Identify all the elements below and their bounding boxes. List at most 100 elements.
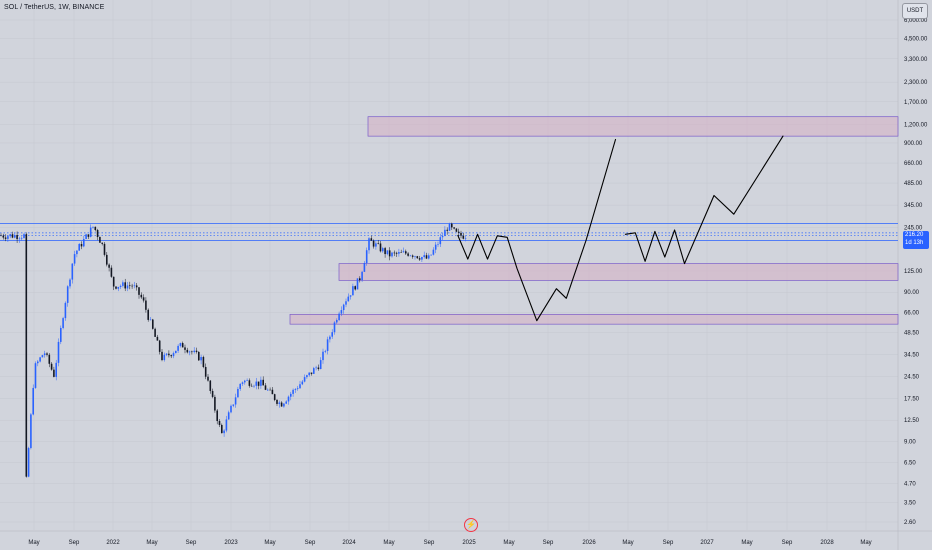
candle-body <box>255 381 258 386</box>
projection-path-2 <box>624 135 784 265</box>
candle-body <box>179 343 182 346</box>
candle-body <box>253 385 255 387</box>
y-tick-label: 34.50 <box>904 352 920 358</box>
candle-body <box>262 379 264 386</box>
candle-body <box>315 367 317 369</box>
candle-body <box>4 237 7 239</box>
candle-body <box>80 244 83 247</box>
candle-body <box>149 319 152 321</box>
candle-body <box>34 363 37 388</box>
candle-body <box>260 379 262 386</box>
candle-body <box>267 389 269 391</box>
currency-button[interactable]: USDT <box>902 3 928 19</box>
candle-body <box>99 237 101 243</box>
y-tick-label: 2.60 <box>904 520 916 526</box>
candle-body <box>448 223 451 231</box>
candle-body <box>140 294 143 298</box>
projection-path-1 <box>457 138 617 322</box>
tradingview-flash-icon[interactable]: ⚡ <box>464 518 478 532</box>
candle-body <box>2 235 5 238</box>
candle-body <box>32 387 34 415</box>
bar-countdown: 1d 13h <box>905 240 924 246</box>
candle-body <box>16 235 18 240</box>
x-tick-label: Sep <box>663 540 674 546</box>
candle-body <box>87 234 90 237</box>
candle-body <box>414 256 416 257</box>
x-tick-label: May <box>503 540 514 546</box>
y-tick-label: 17.50 <box>904 396 920 402</box>
candle-body <box>434 244 437 250</box>
candle-body <box>370 238 373 241</box>
candle-body <box>349 295 352 297</box>
candle-body <box>138 287 140 295</box>
y-tick-label: 6,000.00 <box>904 18 928 24</box>
candle-body <box>43 353 46 356</box>
candle-body <box>41 355 44 358</box>
x-tick-label: May <box>264 540 275 546</box>
candle-body <box>285 401 287 404</box>
candle-body <box>135 285 138 288</box>
candle-body <box>227 412 230 420</box>
candle-body <box>154 328 156 337</box>
y-tick-label: 9.00 <box>904 440 916 446</box>
candle-body <box>18 238 21 240</box>
candle-body <box>331 332 333 337</box>
y-tick-label: 125.00 <box>904 269 923 275</box>
candle-body <box>336 320 338 323</box>
candle-body <box>444 229 446 237</box>
candle-body <box>133 285 136 287</box>
candle-body <box>428 255 430 259</box>
candle-body <box>324 350 327 352</box>
candle-body <box>388 250 391 257</box>
candle-body <box>451 223 453 228</box>
candle-body <box>124 282 126 289</box>
candle-body <box>195 350 198 352</box>
y-tick-label: 1,700.00 <box>904 100 928 106</box>
candle-body <box>310 372 313 374</box>
candle-body <box>446 229 448 231</box>
candle-body <box>172 353 175 357</box>
candle-body <box>462 235 465 239</box>
x-tick-label: May <box>383 540 394 546</box>
candle-body <box>322 351 324 361</box>
x-tick-label: Sep <box>305 540 316 546</box>
candle-body <box>126 285 129 289</box>
resistance-zone <box>289 313 899 325</box>
candle-body <box>308 372 310 376</box>
candle-body <box>248 380 251 386</box>
candle-body <box>101 242 103 244</box>
candle-body <box>198 351 200 361</box>
candle-body <box>271 389 274 395</box>
y-tick-label: 900.00 <box>904 141 923 147</box>
candle-body <box>230 405 232 413</box>
y-tick-label: 66.00 <box>904 310 920 316</box>
candle-body <box>257 381 260 386</box>
candle-body <box>375 243 377 247</box>
candle-body <box>400 252 402 253</box>
candle-body <box>338 313 340 321</box>
x-tick-label: Sep <box>543 540 554 546</box>
candle-body <box>386 250 389 255</box>
candle-body <box>7 236 9 239</box>
candle-body <box>250 385 253 387</box>
candle-body <box>73 254 76 264</box>
candle-body <box>85 234 87 240</box>
x-tick-label: 2024 <box>342 540 356 546</box>
candle-body <box>317 367 320 370</box>
x-tick-label: 2025 <box>462 540 476 546</box>
y-tick-label: 4,500.00 <box>904 37 928 43</box>
candle-body <box>129 285 131 287</box>
candle-body <box>225 419 228 431</box>
candle-body <box>393 252 396 254</box>
y-tick-label: 24.50 <box>904 375 920 381</box>
candle-body <box>48 354 51 364</box>
x-tick-label: Sep <box>69 540 80 546</box>
candle-body <box>464 238 467 240</box>
candle-body <box>23 234 25 238</box>
candle-body <box>11 234 14 238</box>
candle-body <box>411 255 414 257</box>
candle-body <box>177 345 179 351</box>
y-tick-label: 12.50 <box>904 418 920 424</box>
candle-body <box>299 384 301 389</box>
